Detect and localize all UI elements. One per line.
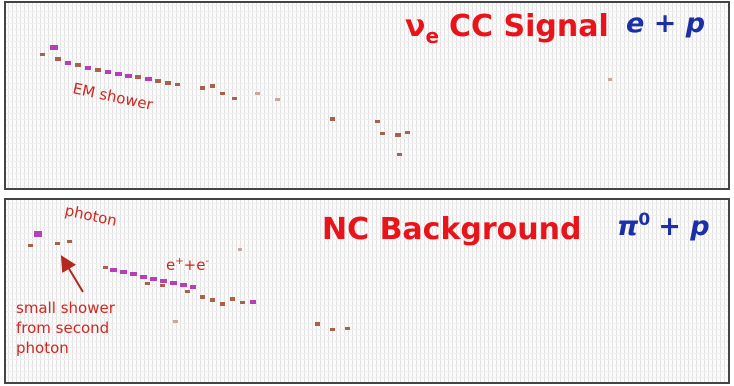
pair-sup: + [175,256,183,267]
hit [170,281,177,285]
pair-e: e [166,256,175,274]
hit [190,285,196,289]
process-superscript: 0 [638,210,650,230]
hit [140,275,147,279]
hit [95,68,101,72]
event-display: νeCC Signal e + p EM shower NC Backgroun… [0,0,734,386]
hit [240,301,245,304]
hit [155,79,161,83]
hit [50,45,58,50]
hit [65,61,71,65]
hit [105,70,111,74]
title-subscript: e [425,24,439,48]
hit [230,297,235,301]
hit [250,300,256,304]
hit [238,248,242,251]
annotation: photon [16,339,69,357]
hit [135,75,141,79]
hit [55,242,60,245]
hit [160,284,165,287]
hit [255,92,260,95]
hit [40,53,45,56]
hit [405,131,410,134]
hit [125,74,132,78]
process-text: + p [658,211,709,242]
hit [200,295,205,299]
title-symbol: ν [405,9,425,44]
hit [210,84,215,88]
hit [110,268,117,272]
hit [397,153,402,156]
hit [165,81,171,85]
hit [145,77,152,81]
hit [232,97,237,100]
annotation: from second [16,319,109,337]
hit [220,302,225,306]
hit [115,72,122,76]
pair-sup: - [205,256,209,267]
hit [330,328,335,331]
process-label: π0 + p [617,210,710,242]
hit [220,92,225,95]
hit [380,132,385,135]
hit [275,98,280,101]
hit [130,272,137,276]
hit [28,244,33,247]
hit [315,322,320,326]
process-label: e + p [626,8,705,39]
hit [330,117,335,121]
hit [210,298,215,302]
pair-e: +e [184,256,206,274]
hit [34,231,42,237]
hit [395,133,401,137]
title-text: CC Signal [449,9,609,44]
hit [200,86,205,90]
hit [173,320,178,323]
process-symbol: π [617,211,639,242]
hit [67,240,72,243]
page: {"panels": [ {"title": {"symbol": "ν", "… [0,0,734,386]
hit [145,282,150,285]
hit [375,120,380,123]
hit [175,83,180,86]
hit [185,290,190,293]
hit [55,57,61,61]
hit [608,78,612,81]
hit [345,327,350,330]
hit [85,66,91,70]
hit [75,63,81,67]
annotation: small shower [16,299,116,317]
hit [150,277,157,281]
hit [180,283,187,287]
hit [120,270,127,274]
hit [160,279,167,283]
panel-title: NC Background [322,212,581,247]
hit [103,266,108,269]
annotation: e++e- [166,256,209,274]
